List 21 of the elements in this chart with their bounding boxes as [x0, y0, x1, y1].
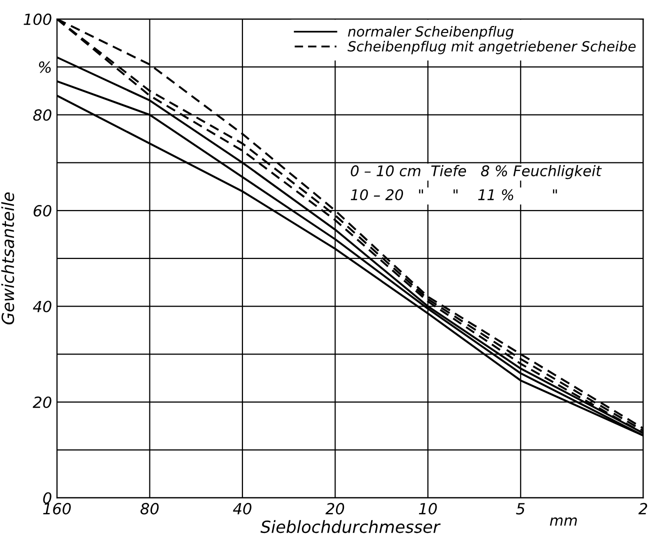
y-tick-label: 80 — [33, 109, 52, 121]
x-tick-label: 2 — [638, 502, 648, 514]
y-tick-label: 0 — [43, 492, 52, 504]
y-tick-label: 60 — [34, 204, 52, 217]
x-tick-label: 20 — [326, 502, 344, 514]
x-tick-label: 40 — [233, 502, 252, 514]
annotation: 0 – 10 cm Tiefe 8 % Feuchligkeit — [350, 165, 602, 180]
y-tick-label: 20 — [32, 396, 52, 408]
y-tick-label: 100 — [24, 14, 52, 26]
x-tick-label: 80 — [140, 502, 159, 514]
y-axis-title: Gewichtsanteile — [1, 192, 14, 324]
annotation: 10 – 20 " " 11 % " — [350, 189, 557, 200]
x-axis-title: Sieblochdurchmesser — [260, 520, 441, 534]
legend-label: Scheibenpflug mit angetriebener Scheibe — [348, 40, 636, 54]
text: mm — [550, 517, 577, 526]
x-tick-label: 160 — [43, 502, 71, 514]
y-tick-label: 40 — [32, 300, 52, 312]
x-tick-label: 5 — [516, 503, 525, 514]
legend-label: normaler Scheibenpflug — [348, 26, 514, 40]
x-tick-label: 10 — [418, 502, 437, 514]
y-tick-label: % — [38, 61, 51, 73]
